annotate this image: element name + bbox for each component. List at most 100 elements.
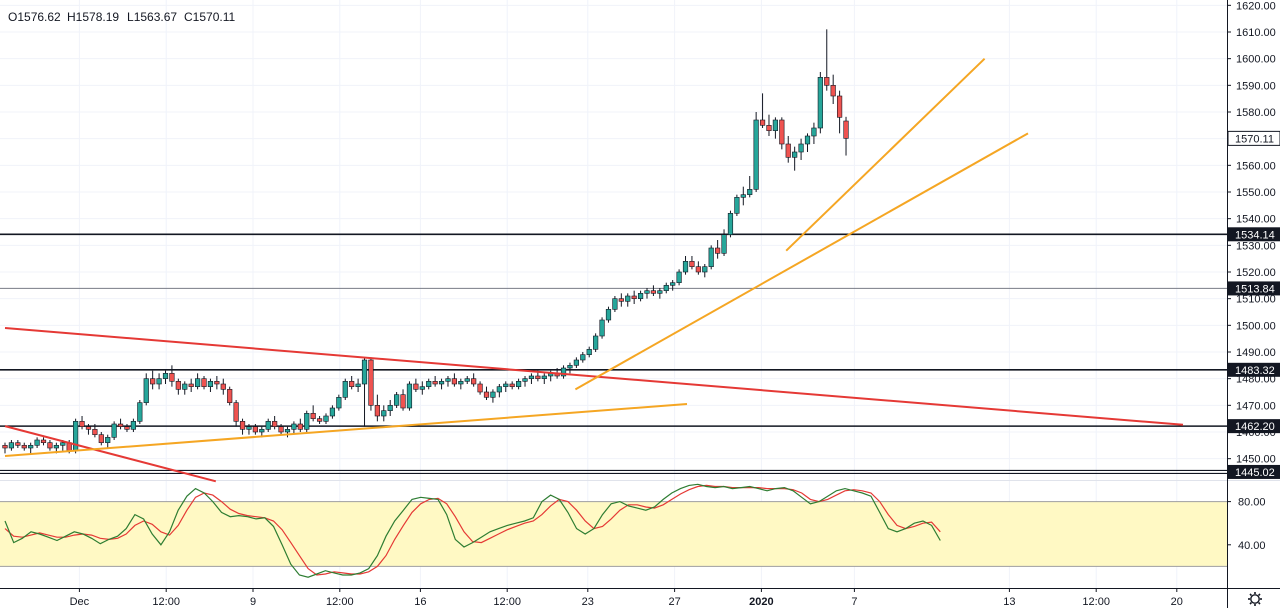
candle xyxy=(47,440,53,451)
time-axis[interactable]: Dec 12:00 9 12:00 16 12:00 23 27 2020 7 13 12:00 20 xyxy=(70,588,1183,608)
candle-body xyxy=(182,383,188,390)
candle xyxy=(156,373,162,390)
candle xyxy=(406,381,413,411)
price-tick-label: 1490.00 xyxy=(1236,347,1276,359)
candle xyxy=(34,437,40,448)
candle-body xyxy=(252,426,258,433)
time-tick-label: 12:00 xyxy=(152,596,180,608)
ohlc-close: C1570.11 xyxy=(184,10,235,24)
candle xyxy=(368,357,374,411)
candle xyxy=(798,138,804,160)
candle xyxy=(432,376,438,387)
candle-body xyxy=(201,378,207,387)
candle xyxy=(137,400,143,424)
candle xyxy=(28,442,34,454)
candle xyxy=(676,269,682,286)
candle-body xyxy=(40,439,47,443)
candle-body xyxy=(836,95,843,118)
candle-body xyxy=(625,295,631,302)
candle-body xyxy=(323,415,329,422)
price-tag: 1534.14 xyxy=(1228,227,1280,242)
candle-body xyxy=(522,378,528,382)
candle xyxy=(772,117,778,139)
candle-body xyxy=(580,354,586,361)
candle-body xyxy=(727,213,734,235)
time-tick-label: 23 xyxy=(582,596,594,608)
candle xyxy=(15,440,21,448)
candle-body xyxy=(400,394,406,409)
stochastic-k-line xyxy=(4,483,941,578)
candle xyxy=(227,386,233,406)
price-tag-box xyxy=(1228,419,1280,434)
candle-body xyxy=(759,119,766,126)
candle-body xyxy=(361,359,368,385)
candle-body xyxy=(246,426,252,430)
candle xyxy=(201,376,207,390)
candle-body xyxy=(772,119,778,131)
candle xyxy=(73,418,79,454)
candle xyxy=(394,392,400,408)
candle-body xyxy=(227,389,233,403)
candle-body xyxy=(644,290,650,294)
price-tick-label: 1620.00 xyxy=(1236,0,1276,12)
candle xyxy=(239,418,246,435)
price-tag-box xyxy=(1228,281,1280,296)
candle xyxy=(682,256,689,275)
candle-body xyxy=(130,421,137,430)
candle xyxy=(612,296,618,312)
candle-body xyxy=(612,298,618,310)
oscillator-band-fill xyxy=(0,501,1227,567)
time-tick-label: 20 xyxy=(1171,596,1183,608)
candle-body xyxy=(124,426,130,430)
candle-body xyxy=(316,418,323,422)
candle xyxy=(657,288,663,299)
price-tag-label: 1534.14 xyxy=(1235,229,1275,241)
candle xyxy=(92,424,98,438)
candle xyxy=(503,381,509,392)
price-tag-label: 1483.32 xyxy=(1235,365,1275,377)
time-tick-label: 13 xyxy=(1003,596,1015,608)
candle-body xyxy=(329,407,336,417)
ohlc-legend: O1576.62 H1578.19 L1563.67 C1570.11 xyxy=(8,10,235,24)
price-tick-label: 1530.00 xyxy=(1236,240,1276,252)
candle-body xyxy=(259,429,265,433)
candle xyxy=(663,282,669,294)
candle xyxy=(644,288,650,299)
candle-body xyxy=(239,421,246,430)
candle-body xyxy=(715,247,721,254)
oscillator-axis[interactable]: 40.00 80.00 xyxy=(1227,497,1266,552)
candle-body xyxy=(593,335,599,350)
candle-body xyxy=(670,282,676,286)
candle-body xyxy=(419,386,425,390)
candle-body xyxy=(143,378,149,403)
candle xyxy=(792,146,798,171)
candle-body xyxy=(79,421,85,427)
gear-icon[interactable] xyxy=(1248,592,1262,606)
candle xyxy=(766,114,772,136)
price-tick-label: 1500.00 xyxy=(1236,320,1276,332)
candle-body xyxy=(8,442,15,449)
price-tag: 1513.84 xyxy=(1228,281,1280,296)
candle-body xyxy=(207,381,214,387)
candle xyxy=(361,357,368,427)
candle xyxy=(528,373,535,384)
time-tick-label: 16 xyxy=(414,596,426,608)
candle-body xyxy=(785,143,791,158)
candle-body xyxy=(824,77,830,86)
price-tag-label: 1570.11 xyxy=(1235,133,1274,145)
candle xyxy=(323,413,329,424)
candle-body xyxy=(394,394,400,406)
trendline xyxy=(574,132,1029,391)
candle-body xyxy=(272,421,278,427)
candle-body xyxy=(304,413,310,430)
price-tick-label: 1560.00 xyxy=(1236,160,1276,172)
candle-body xyxy=(798,143,804,153)
candle-body xyxy=(573,359,579,366)
candle-body xyxy=(650,290,657,294)
candle-body xyxy=(702,266,708,273)
candle-body xyxy=(458,381,464,385)
time-tick-label: Dec xyxy=(70,596,90,608)
candle-body xyxy=(753,119,759,190)
candle xyxy=(310,405,316,422)
